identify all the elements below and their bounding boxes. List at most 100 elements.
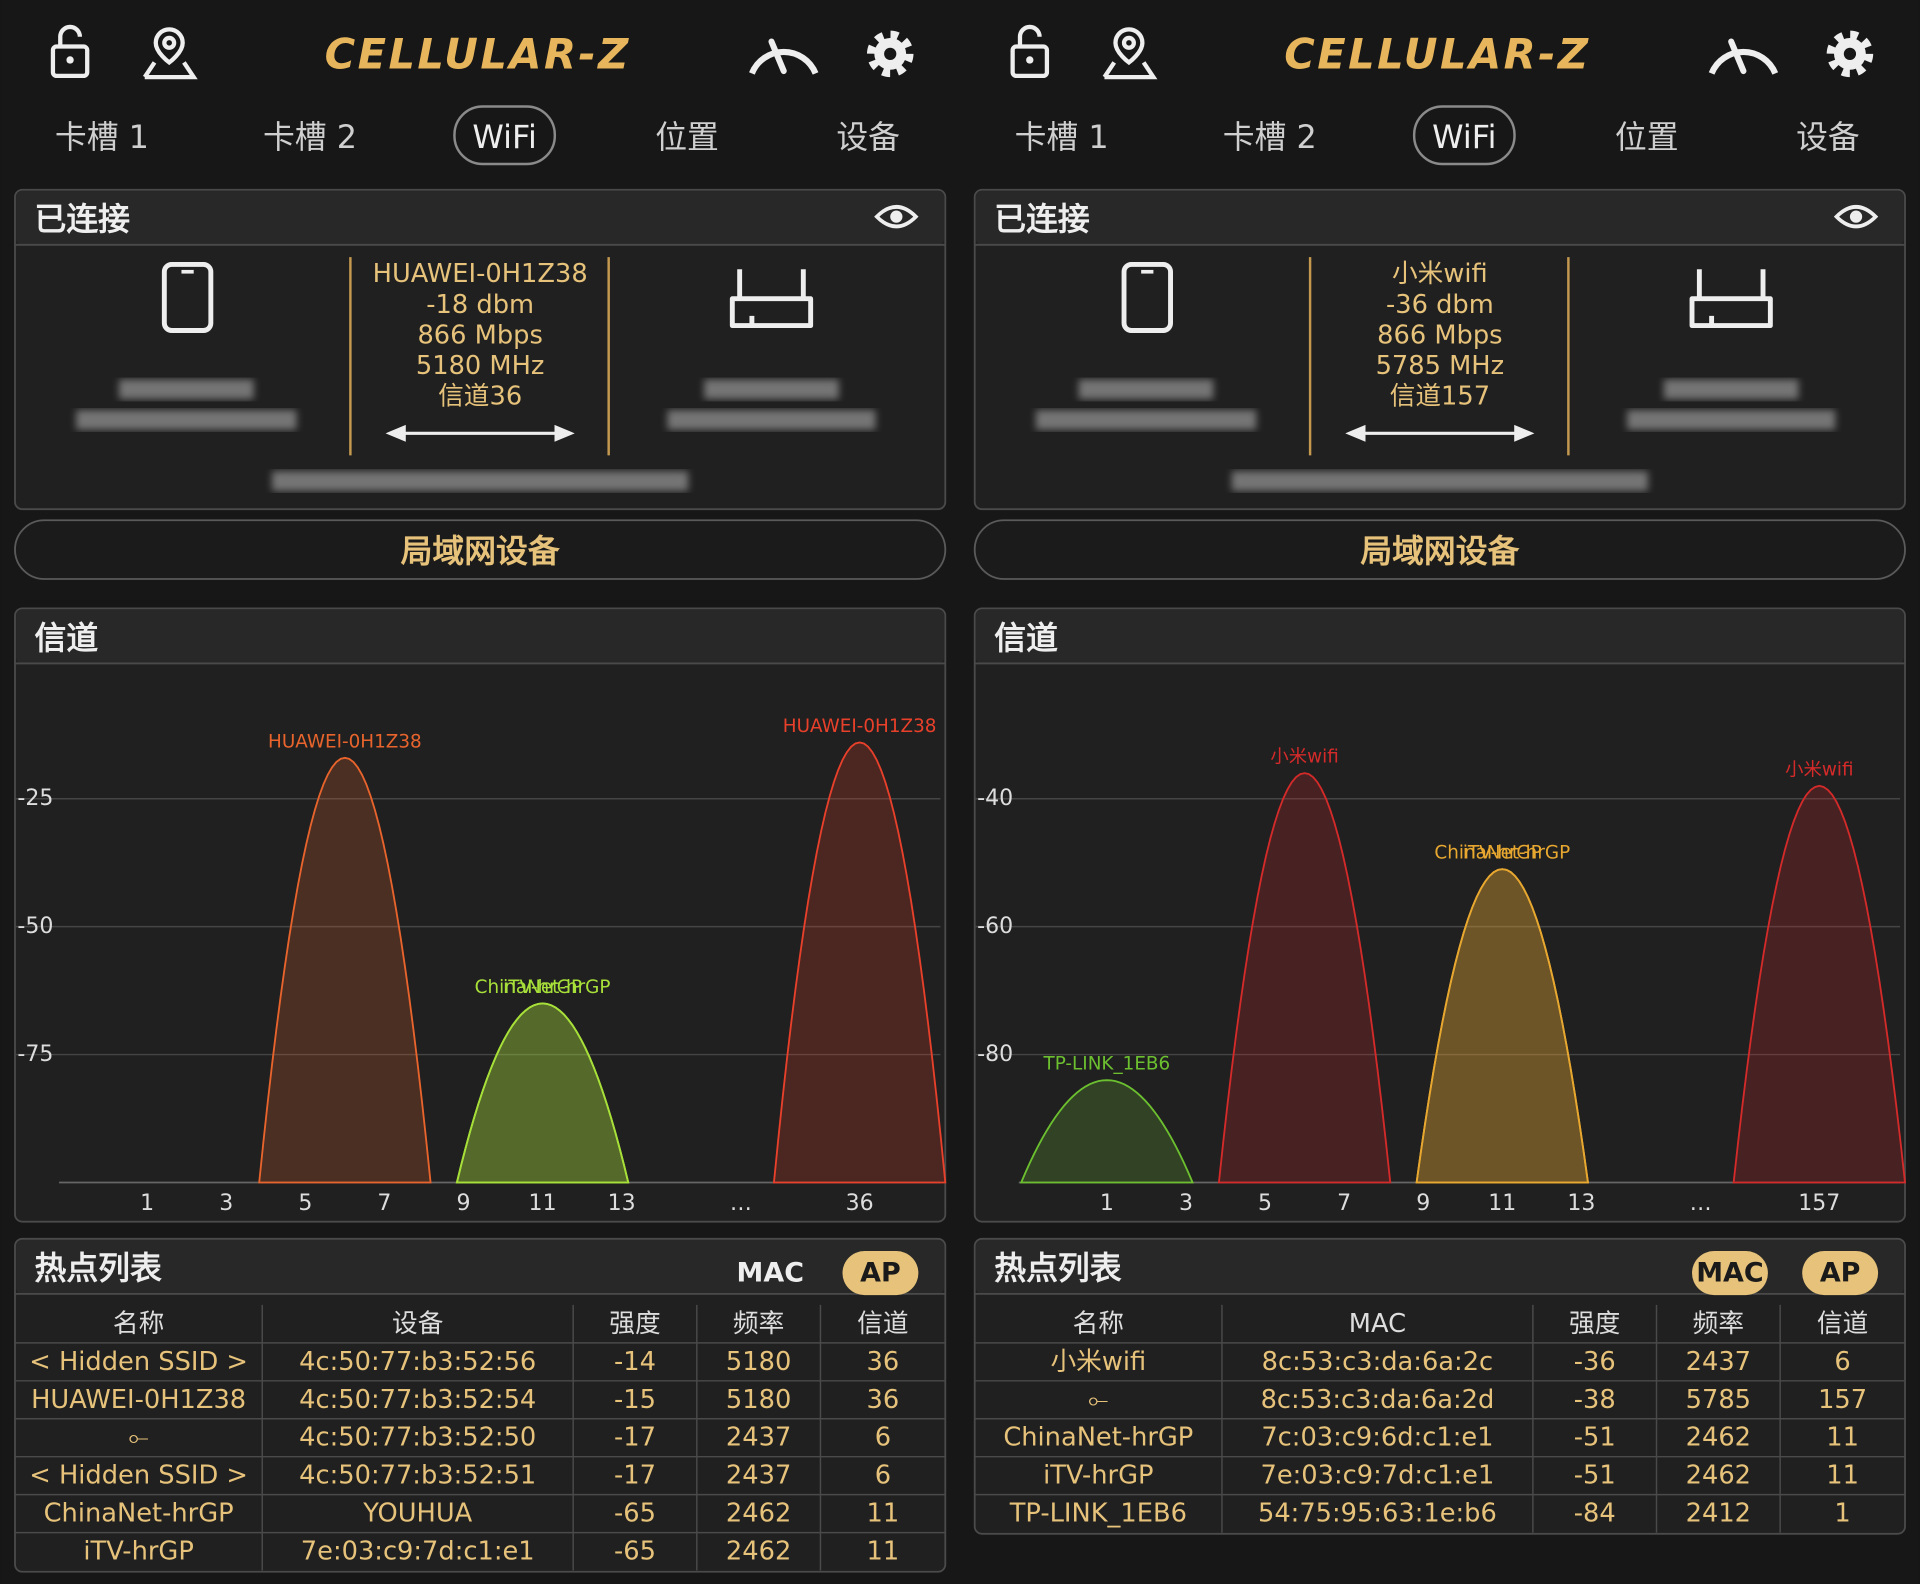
curve-label: iTV-hrGP bbox=[1463, 843, 1542, 864]
table-cell: 2462 bbox=[1686, 1423, 1751, 1453]
tab[interactable]: 卡槽 1 bbox=[1015, 118, 1109, 156]
table-header: 频率 bbox=[1693, 1309, 1744, 1339]
lan-button-label[interactable]: 局域网设备 bbox=[1360, 532, 1520, 570]
tab[interactable]: 卡槽 2 bbox=[263, 118, 357, 156]
x-tick-label: 13 bbox=[608, 1191, 636, 1216]
toggle-pill[interactable] bbox=[1692, 1251, 1768, 1296]
link-arrow bbox=[1345, 424, 1535, 442]
table-cell: 2437 bbox=[726, 1423, 791, 1453]
toggle-label[interactable]: MAC bbox=[737, 1258, 804, 1289]
table-cell: ChinaNet-hrGP bbox=[1003, 1423, 1193, 1453]
card bbox=[973, 1237, 1906, 1535]
table-cell: 11 bbox=[867, 1499, 900, 1529]
x-tick-label: 7 bbox=[377, 1191, 391, 1216]
connection-speed: 866 Mbps bbox=[417, 320, 542, 350]
lock-icon[interactable] bbox=[1010, 24, 1050, 79]
channel-curve bbox=[772, 741, 947, 1184]
card-title: 信道 bbox=[35, 619, 99, 657]
y-tick-label: -40 bbox=[977, 786, 1013, 811]
x-tick-label: 5 bbox=[298, 1191, 312, 1216]
table-header: 信道 bbox=[857, 1309, 908, 1339]
lan-button[interactable] bbox=[14, 519, 947, 580]
card-title: 已连接 bbox=[994, 200, 1090, 238]
table-cell: 6 bbox=[1834, 1347, 1850, 1377]
table-cell: 2462 bbox=[1686, 1461, 1751, 1491]
tab[interactable]: 卡槽 2 bbox=[1223, 118, 1317, 156]
tab[interactable]: 卡槽 1 bbox=[55, 118, 149, 156]
location-icon[interactable] bbox=[1102, 27, 1158, 80]
tab[interactable]: 设备 bbox=[1796, 118, 1860, 156]
curve-label: HUAWEI-0H1Z38 bbox=[783, 716, 937, 737]
eye-pupil bbox=[1849, 210, 1863, 223]
channel-curve bbox=[1217, 772, 1392, 1184]
table-cell: ⟜ bbox=[1088, 1385, 1109, 1415]
table-cell: -84 bbox=[1574, 1499, 1616, 1529]
y-tick-label: -75 bbox=[17, 1042, 53, 1067]
curve-label: 小米wifi bbox=[1270, 747, 1338, 768]
card bbox=[973, 607, 1906, 1223]
link-arrow bbox=[385, 424, 575, 442]
table-header: 设备 bbox=[392, 1309, 443, 1339]
x-tick-label: 5 bbox=[1258, 1191, 1272, 1216]
settings-icon[interactable] bbox=[866, 30, 914, 78]
x-tick-label: 11 bbox=[529, 1191, 557, 1216]
table-cell: -17 bbox=[614, 1461, 656, 1491]
table-cell: 5180 bbox=[726, 1347, 791, 1377]
x-tick-label: 1 bbox=[140, 1191, 154, 1216]
table-cell: 36 bbox=[867, 1347, 900, 1377]
tab[interactable]: 位置 bbox=[1615, 118, 1679, 156]
tab[interactable]: 设备 bbox=[836, 118, 900, 156]
x-tick-label: 3 bbox=[1179, 1191, 1193, 1216]
table-header: 名称 bbox=[1073, 1309, 1124, 1339]
table-cell: 2462 bbox=[726, 1537, 791, 1567]
table-cell: 4c:50:77:b3:52:50 bbox=[299, 1423, 536, 1453]
table-header: 名称 bbox=[113, 1309, 164, 1339]
eye-icon[interactable] bbox=[1833, 205, 1879, 229]
card-header bbox=[16, 609, 945, 664]
table-cell: 11 bbox=[1826, 1461, 1859, 1491]
speed-icon[interactable] bbox=[1708, 38, 1779, 75]
icon-part bbox=[1010, 44, 1050, 79]
location-icon[interactable] bbox=[142, 27, 198, 80]
lan-button-label[interactable]: 局域网设备 bbox=[401, 532, 561, 570]
table-cell: -51 bbox=[1574, 1423, 1616, 1453]
lock-icon[interactable] bbox=[50, 24, 90, 79]
card-header bbox=[975, 1240, 1904, 1294]
table-cell: 5180 bbox=[726, 1385, 791, 1415]
table-header: MAC bbox=[1349, 1309, 1406, 1339]
icon-part bbox=[1102, 61, 1158, 80]
app-title: CELLULAR-Z bbox=[325, 29, 631, 78]
toggle-label[interactable]: AP bbox=[860, 1258, 901, 1289]
blurred-info bbox=[1627, 410, 1836, 430]
x-tick-label: 3 bbox=[219, 1191, 233, 1216]
lan-button[interactable] bbox=[973, 519, 1906, 580]
table-cell: 5785 bbox=[1686, 1385, 1751, 1415]
table-cell: 157 bbox=[1818, 1385, 1867, 1415]
speed-icon[interactable] bbox=[749, 38, 819, 75]
curve-label: ChinaNet-hrGP bbox=[1434, 843, 1570, 864]
toggle-pill[interactable] bbox=[1802, 1251, 1879, 1296]
table-cell: -15 bbox=[614, 1385, 656, 1415]
card bbox=[14, 607, 947, 1223]
x-tick-label: … bbox=[1690, 1191, 1712, 1216]
toggle-pill[interactable] bbox=[842, 1251, 919, 1296]
blurred-info bbox=[272, 471, 689, 491]
blurred-info bbox=[76, 410, 297, 430]
card-title: 热点列表 bbox=[35, 1249, 162, 1287]
tab[interactable]: 位置 bbox=[655, 118, 719, 156]
channel-curve bbox=[258, 756, 432, 1184]
tab[interactable]: WiFi bbox=[1432, 118, 1496, 156]
phone-icon bbox=[1121, 261, 1173, 333]
active-tab-pill bbox=[1412, 105, 1516, 166]
connection-frequency: 5180 MHz bbox=[416, 351, 545, 381]
table-cell: iTV-hrGP bbox=[83, 1537, 193, 1567]
toggle-label[interactable]: AP bbox=[1820, 1258, 1861, 1289]
settings-icon[interactable] bbox=[1826, 30, 1874, 78]
card bbox=[14, 1237, 947, 1573]
tab[interactable]: WiFi bbox=[472, 118, 536, 156]
eye-icon[interactable] bbox=[874, 205, 919, 229]
app-title: CELLULAR-Z bbox=[1284, 29, 1590, 78]
connection-ssid: 小米wifi bbox=[1392, 259, 1488, 289]
toggle-label[interactable]: MAC bbox=[1696, 1258, 1763, 1289]
